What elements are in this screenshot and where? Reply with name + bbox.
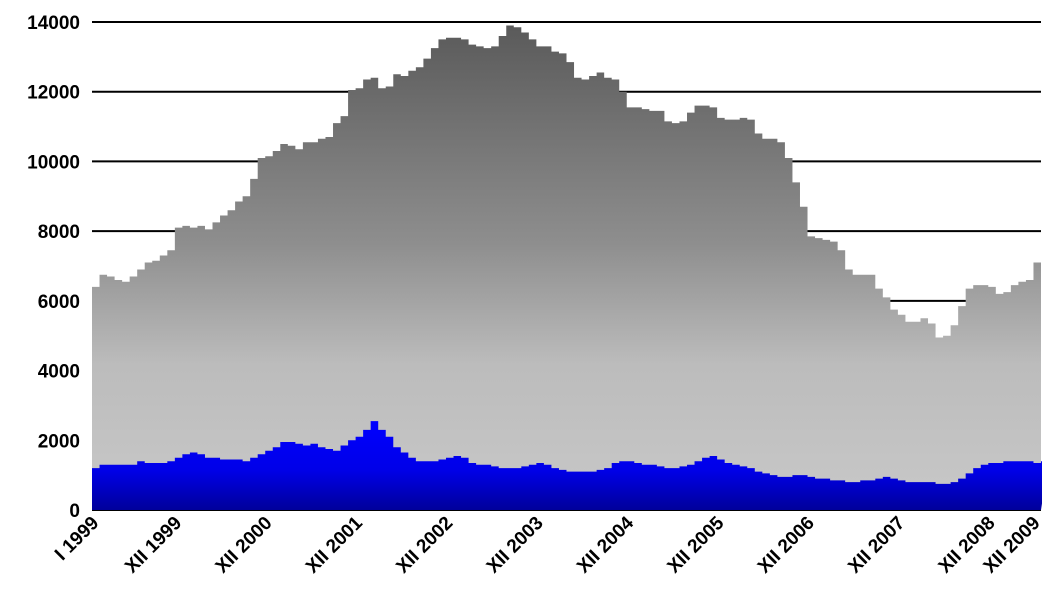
y-tick-label: 12000 — [27, 83, 80, 104]
x-tick-label: XII 2001 — [302, 512, 367, 577]
x-tick-label: XII 2004 — [573, 512, 638, 577]
area-series — [92, 25, 1042, 511]
lower-area — [92, 421, 1042, 510]
total-area — [92, 25, 1041, 511]
y-tick-label: 0 — [69, 501, 80, 522]
x-tick-label: XII 2003 — [483, 513, 548, 578]
x-tick-label: XII 2002 — [392, 513, 457, 578]
y-tick-label: 8000 — [38, 222, 80, 243]
y-tick-label: 4000 — [38, 362, 80, 383]
y-axis-ticks: 0 2000 4000 6000 8000 10000 12000 14000 — [27, 13, 80, 522]
x-axis-ticks: I 1999 XII 1999 XII 2000 XII 2001 XII 2002 XI… — [51, 512, 1042, 577]
x-tick-label: XII 2006 — [754, 513, 819, 578]
y-tick-label: 14000 — [27, 13, 80, 34]
y-tick-label: 6000 — [38, 292, 80, 313]
y-tick-label: 10000 — [27, 152, 80, 173]
x-tick-label: XII 2007 — [844, 513, 909, 578]
y-tick-label: 2000 — [38, 431, 80, 452]
x-tick-label: XII 1999 — [121, 513, 186, 578]
x-tick-label: XII 2005 — [664, 512, 729, 577]
x-tick-label: XII 2000 — [212, 513, 277, 578]
